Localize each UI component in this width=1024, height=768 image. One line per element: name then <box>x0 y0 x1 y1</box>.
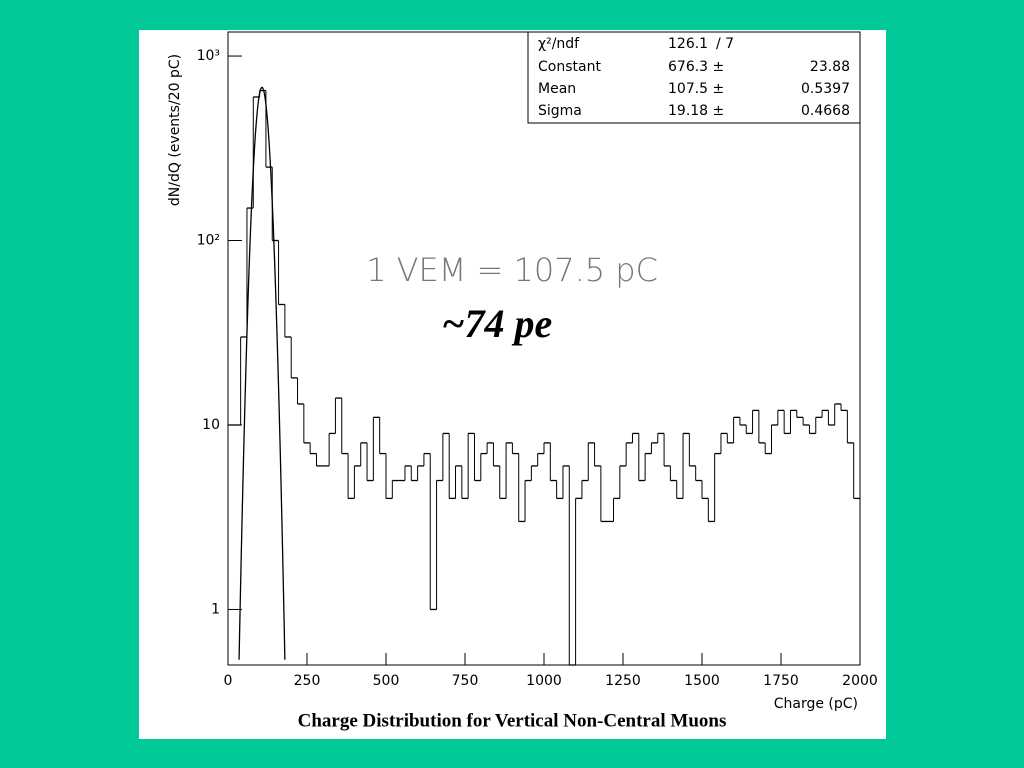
y-tick-label: 10² <box>197 233 220 249</box>
stat-value: 126.1 <box>668 36 708 52</box>
stat-value: 676.3 ± <box>668 59 724 75</box>
y-axis-label: dN/dQ (events/20 pC) <box>167 54 183 206</box>
stat-error: 0.4668 <box>801 103 850 119</box>
x-tick-label: 750 <box>452 673 479 689</box>
x-tick-label: 1000 <box>526 673 562 689</box>
stat-label: Sigma <box>538 103 582 119</box>
x-tick-label: 1750 <box>763 673 799 689</box>
y-tick-label: 10³ <box>197 48 220 64</box>
annotation: 1 VEM = 107.5 pC <box>366 251 658 289</box>
x-tick-label: 1250 <box>605 673 641 689</box>
stat-error: 0.5397 <box>801 81 850 97</box>
chart-title: Charge Distribution for Vertical Non-Cen… <box>298 710 727 731</box>
stats-box <box>527 31 861 124</box>
x-tick-label: 500 <box>373 673 400 689</box>
panel <box>139 30 886 739</box>
x-tick-label: 2000 <box>842 673 878 689</box>
y-tick-label: 1 <box>211 601 220 617</box>
stat-error: 23.88 <box>810 59 850 75</box>
x-tick-label: 0 <box>224 673 233 689</box>
stat-label: χ²/ndf <box>538 36 580 52</box>
stat-value: / 7 <box>716 36 734 52</box>
stat-value: 107.5 ± <box>668 81 724 97</box>
stat-label: Mean <box>538 81 576 97</box>
x-axis-label: Charge (pC) <box>774 696 858 712</box>
x-tick-label: 250 <box>294 673 321 689</box>
y-tick-label: 10 <box>202 417 220 433</box>
stat-label: Constant <box>538 59 601 75</box>
fit-curve <box>238 86 286 660</box>
annotation: ~74 pe <box>442 301 553 346</box>
stat-value: 19.18 ± <box>668 103 724 119</box>
x-tick-label: 1500 <box>684 673 720 689</box>
